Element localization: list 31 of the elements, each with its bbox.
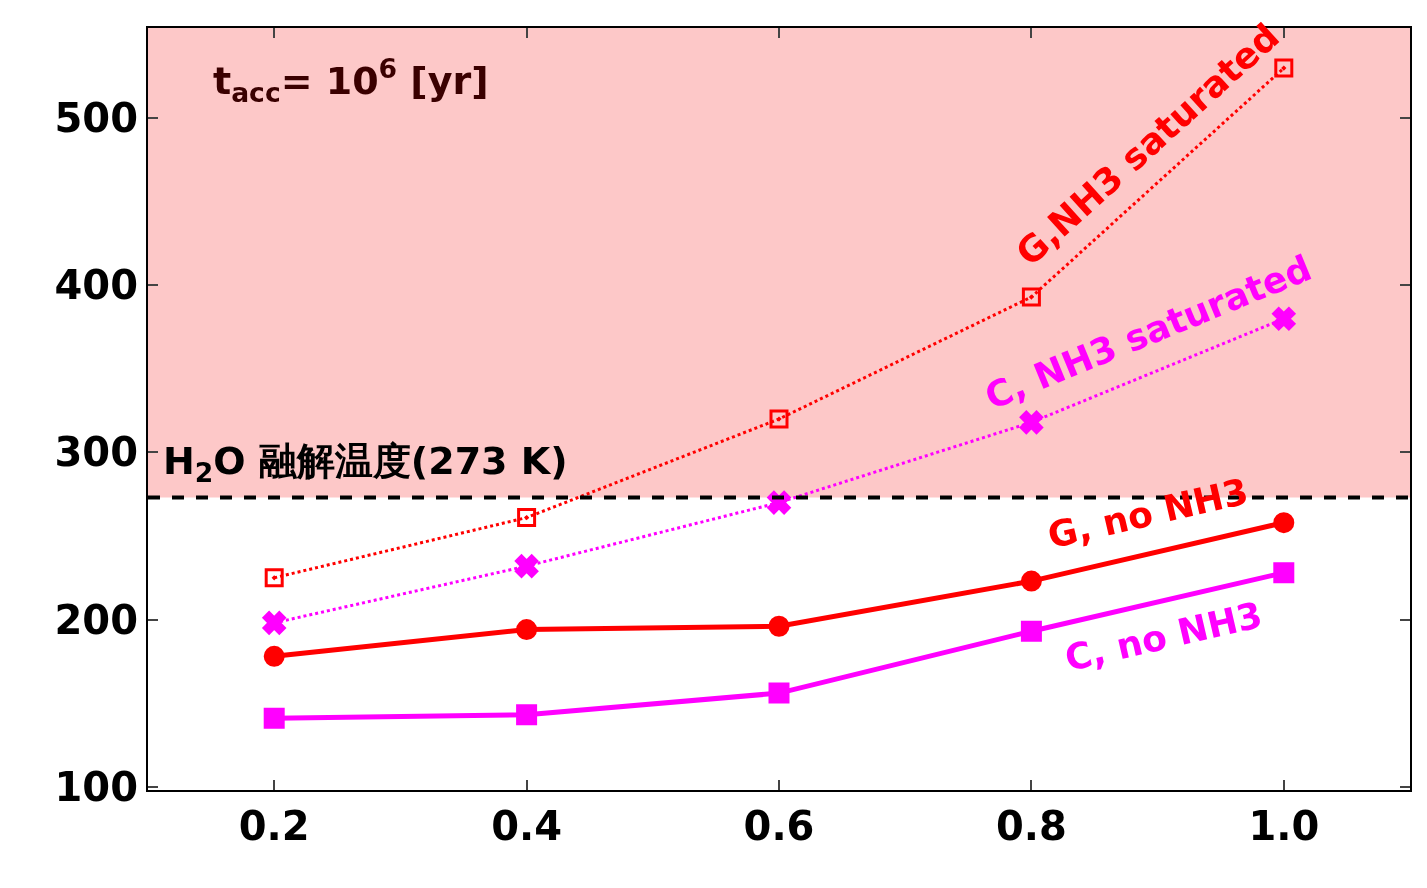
point (768, 615, 790, 637)
x-tick-label: 0.4 (491, 803, 563, 849)
ref-line-label: H$_{2}$O 融解温度(273 K) (163, 439, 568, 488)
point (1020, 570, 1042, 592)
y-tick-label: 100 (54, 763, 138, 810)
x-tick-label: 0.2 (238, 803, 310, 849)
point (1273, 562, 1295, 584)
x-tick-label: 1.0 (1248, 803, 1320, 849)
y-tick-label: 200 (54, 596, 138, 643)
x-tick-label: 0.8 (995, 803, 1067, 849)
point (1020, 620, 1042, 642)
point (262, 611, 286, 635)
point (517, 508, 537, 528)
point (1273, 512, 1295, 534)
point (516, 619, 538, 641)
annotation: t$_{acc}$= 10$^{6}$ [yr] (213, 53, 489, 108)
y-tick-label: 500 (54, 95, 138, 142)
y-tick-label: 400 (54, 262, 138, 309)
point (1021, 287, 1041, 307)
point (516, 704, 538, 726)
point (264, 568, 284, 588)
text: C, no NH3 (1061, 593, 1266, 680)
point (769, 409, 789, 429)
point (1019, 410, 1044, 435)
x-tick-label: 0.6 (743, 803, 815, 849)
point (768, 682, 790, 704)
point (514, 554, 539, 578)
point (263, 645, 285, 667)
text: G, no NH3 (1043, 470, 1252, 557)
point (263, 707, 285, 729)
y-tick-label: 300 (54, 429, 138, 476)
